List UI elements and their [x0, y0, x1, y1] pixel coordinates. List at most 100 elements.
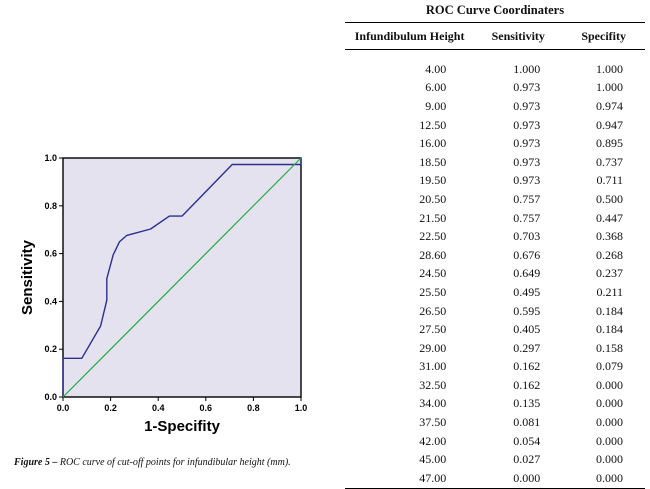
cell-specifity: 0.268: [596, 247, 623, 262]
cell-sensitivity: 0.162: [513, 377, 541, 392]
y-tick-label: 0.6: [44, 249, 57, 259]
cell-infundibulum-height: 25.50: [419, 284, 447, 299]
table-row: 47.00 0.000 0.000: [345, 469, 645, 489]
cell-infundibulum-height: 34.00: [419, 396, 447, 411]
caption-text: ROC curve of cut-off points for infundib…: [57, 457, 291, 468]
table-row: 20.50 0.757 0.500: [345, 190, 645, 209]
x-tick-label: 0.4: [152, 403, 165, 413]
cell-infundibulum-height: 45.00: [419, 452, 447, 467]
roc-coordinates-table: Infundibulum Height Sensitivity Specifit…: [345, 22, 645, 489]
table-row: 42.00 0.054 0.000: [345, 432, 645, 451]
cell-specifity: 0.500: [596, 191, 623, 206]
cell-sensitivity: 0.973: [513, 117, 541, 132]
table-title: ROC Curve Coordinaters: [425, 3, 565, 17]
cell-sensitivity: 0.135: [513, 396, 541, 411]
y-axis-label: Sensitivity: [19, 239, 36, 315]
x-tick-label: 0.0: [57, 403, 70, 413]
table-row: 45.00 0.027 0.000: [345, 450, 645, 469]
cell-specifity: 0.737: [596, 154, 623, 169]
cell-specifity: 0.079: [596, 359, 623, 374]
table-row: 34.00 0.135 0.000: [345, 395, 645, 414]
cell-sensitivity: 0.703: [513, 229, 541, 244]
figure-caption: Figure 5 – ROC curve of cut-off points f…: [14, 457, 329, 469]
cell-sensitivity: 0.676: [513, 247, 541, 262]
cell-infundibulum-height: 16.00: [419, 136, 447, 151]
cell-infundibulum-height: 26.50: [419, 303, 447, 318]
y-tick-label: 0.4: [44, 296, 57, 306]
cell-specifity: 0.711: [596, 173, 623, 188]
table-row: 4.00 1.000 1.000: [345, 50, 645, 79]
roc-table-container: ROC Curve Coordinaters Infundibulum Heig…: [345, 0, 645, 489]
table-row: 16.00 0.973 0.895: [345, 134, 645, 153]
table-row: 27.50 0.405 0.184: [345, 320, 645, 339]
cell-sensitivity: 0.757: [513, 210, 541, 225]
x-tick-label: 0.8: [247, 403, 260, 413]
reference-line: [62, 157, 302, 398]
x-axis-label: 1-Specifity: [144, 418, 221, 435]
cell-specifity: 1.000: [596, 80, 623, 95]
cell-infundibulum-height: 4.00: [425, 61, 447, 76]
table-row: 21.50 0.757 0.447: [345, 209, 645, 228]
table-row: 29.00 0.297 0.158: [345, 339, 645, 358]
cell-sensitivity: 0.973: [513, 173, 541, 188]
table-row: 26.50 0.595 0.184: [345, 302, 645, 321]
table-row: 37.50 0.081 0.000: [345, 413, 645, 432]
cell-sensitivity: 0.162: [513, 359, 541, 374]
cell-infundibulum-height: 24.50: [419, 266, 447, 281]
table-body: 4.00 1.000 1.000 6.00 0.973 1.000 9.00 0.973 0.9…: [345, 50, 645, 489]
cell-sensitivity: 0.595: [513, 303, 541, 318]
table-row: 25.50 0.495 0.211: [345, 283, 645, 302]
cell-sensitivity: 0.649: [513, 266, 541, 281]
x-tick-label: 0.6: [200, 403, 213, 413]
y-tick-label: 0.8: [44, 201, 57, 211]
cell-infundibulum-height: 22.50: [419, 229, 447, 244]
header-specifity: Specifity: [562, 22, 645, 50]
cell-specifity: 0.895: [596, 136, 623, 151]
cell-sensitivity: 0.000: [474, 469, 563, 489]
table-row: 28.60 0.676 0.268: [345, 246, 645, 265]
cell-specifity: 0.237: [596, 266, 623, 281]
table-row: 12.50 0.973 0.947: [345, 116, 645, 135]
x-tick-label: 0.2: [104, 403, 117, 413]
cell-specifity: 0.184: [596, 322, 623, 337]
cell-sensitivity: 1.000: [513, 61, 541, 76]
cell-infundibulum-height: 37.50: [419, 415, 447, 430]
cell-sensitivity: 0.495: [513, 284, 541, 299]
cell-sensitivity: 0.973: [513, 136, 541, 151]
table-row: 24.50 0.649 0.237: [345, 265, 645, 284]
cell-sensitivity: 0.973: [513, 98, 541, 113]
header-infundibulum-height: Infundibulum Height: [345, 22, 475, 50]
cell-infundibulum-height: 47.00: [345, 469, 475, 489]
cell-infundibulum-height: 9.00: [425, 98, 447, 113]
cell-specifity: 0.000: [596, 396, 623, 411]
cell-infundibulum-height: 12.50: [419, 117, 447, 132]
roc-chart: 0.0 0.2 0.4 0.6 0.8 1.0 0.0 0.2 0.4 0.6 0.8 1.0 1-Sp…: [19, 153, 307, 435]
cell-specifity: 0.184: [596, 303, 623, 318]
table-row: 9.00 0.973 0.974: [345, 97, 645, 116]
table-header-row: Infundibulum Height Sensitivity Specifit…: [345, 22, 645, 50]
cell-infundibulum-height: 21.50: [419, 210, 447, 225]
cell-infundibulum-height: 28.60: [419, 247, 447, 262]
cell-specifity: 0.000: [562, 469, 645, 489]
header-sensitivity: Sensitivity: [474, 22, 563, 50]
cell-infundibulum-height: 42.00: [419, 433, 447, 448]
table-row: 32.50 0.162 0.000: [345, 376, 645, 395]
cell-infundibulum-height: 20.50: [419, 191, 447, 206]
cell-sensitivity: 0.973: [513, 154, 541, 169]
cell-specifity: 0.000: [596, 433, 623, 448]
cell-infundibulum-height: 27.50: [419, 322, 447, 337]
table-row: 6.00 0.973 1.000: [345, 79, 645, 98]
table-row: 31.00 0.162 0.079: [345, 358, 645, 377]
cell-specifity: 0.368: [596, 229, 623, 244]
cell-infundibulum-height: 31.00: [419, 359, 447, 374]
cell-specifity: 0.000: [596, 377, 623, 392]
cell-specifity: 0.000: [596, 452, 623, 467]
caption-label: Figure 5 –: [14, 457, 58, 468]
cell-specifity: 0.947: [596, 117, 623, 132]
cell-infundibulum-height: 6.00: [425, 80, 447, 95]
y-tick-label: 0.0: [44, 392, 57, 402]
cell-infundibulum-height: 32.50: [419, 377, 447, 392]
cell-specifity: 0.158: [596, 340, 623, 355]
cell-sensitivity: 0.297: [513, 340, 541, 355]
cell-sensitivity: 0.054: [513, 433, 541, 448]
